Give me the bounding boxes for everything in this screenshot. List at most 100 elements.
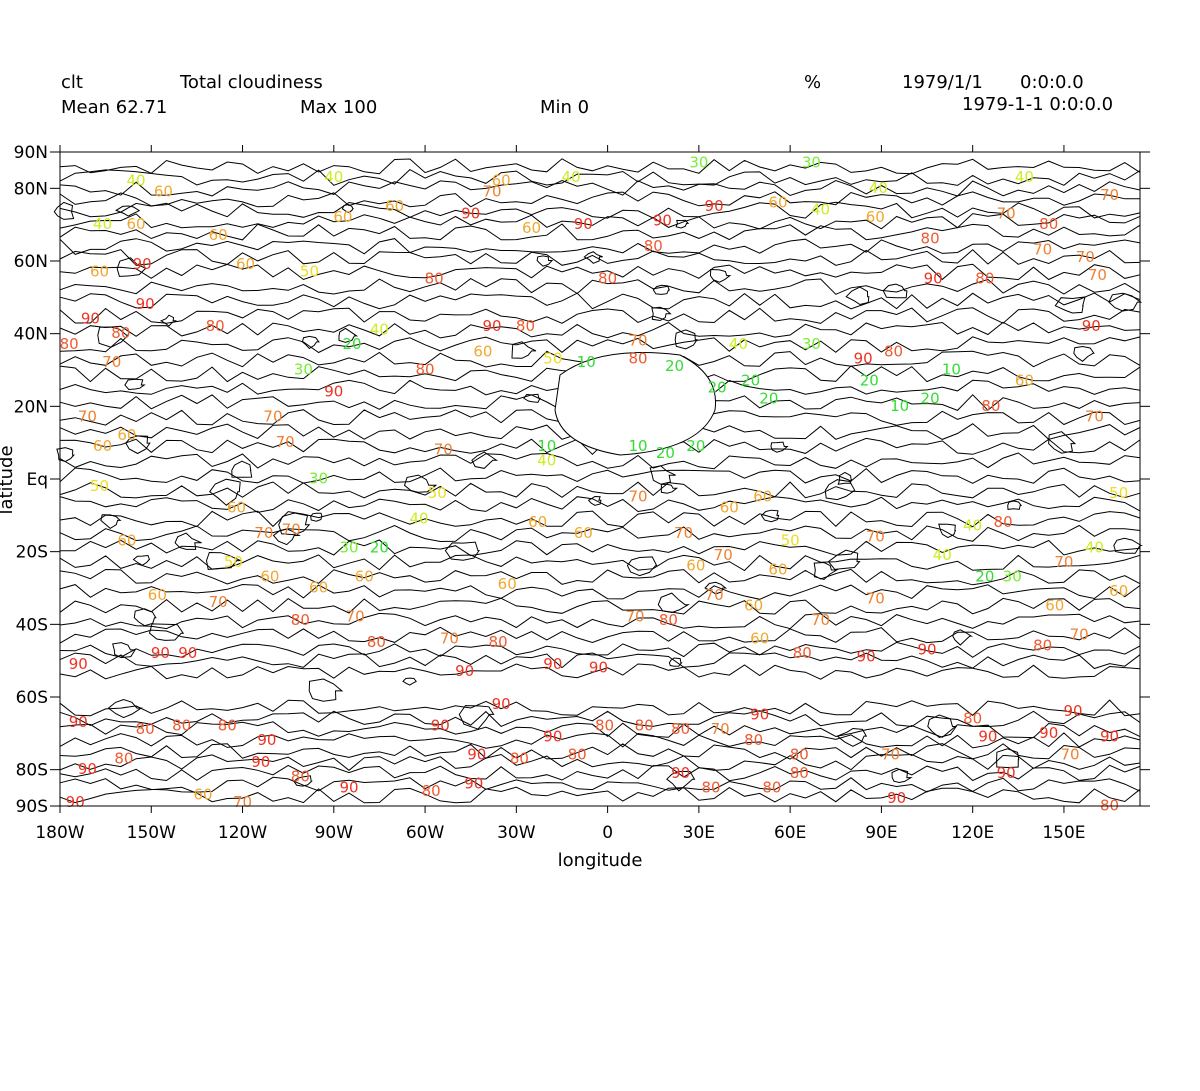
contour-label: 70	[434, 440, 453, 458]
contour-label: 80	[994, 513, 1013, 531]
contour-label: 50	[428, 484, 447, 502]
x-axis-title: longitude	[558, 850, 643, 871]
contour-label: 90	[431, 717, 450, 735]
contour-label: 60	[744, 597, 763, 615]
contour-loop	[827, 549, 861, 570]
contour-line	[59, 263, 1141, 281]
time-label: 0:0:0.0	[1020, 72, 1084, 93]
contour-line	[59, 223, 1141, 241]
contour-loop	[1108, 292, 1143, 312]
y-tick-label: 40N	[14, 325, 48, 345]
contour-line	[59, 336, 1141, 354]
contour-loop	[56, 447, 75, 463]
contour-loop	[278, 512, 311, 536]
contour-loop	[666, 770, 696, 792]
contour-loop	[927, 714, 958, 738]
contour-loop	[458, 705, 495, 730]
contour-label: 90	[69, 713, 88, 731]
contour-label: 40	[127, 172, 146, 190]
y-tick-label: 90N	[14, 143, 48, 163]
contour-label: 60	[193, 786, 212, 804]
contour-label: 10	[628, 437, 647, 455]
contour-label: 20	[656, 444, 675, 462]
contour-label: 90	[257, 731, 276, 749]
contour-label: 80	[516, 317, 535, 335]
contour-label: 40	[409, 509, 428, 527]
datetime-label: 1979-1-1 0:0:0.0	[962, 94, 1114, 115]
contour-label: 60	[768, 560, 787, 578]
contour-label: 30	[802, 335, 821, 353]
x-tick-label: 30W	[497, 823, 536, 843]
contour-label: 80	[416, 361, 435, 379]
contour-label: 60	[720, 499, 739, 517]
contour-line	[59, 721, 1141, 739]
contour-label: 20	[860, 371, 879, 389]
contour-line	[59, 179, 1141, 197]
contour-label: 80	[762, 778, 781, 796]
y-tick-label: 60S	[16, 688, 48, 708]
contour-line	[59, 554, 1141, 572]
x-tick-label: 60E	[774, 823, 806, 843]
y-axis-title: latitude	[0, 445, 17, 514]
contour-loop	[704, 581, 728, 595]
contour-loop	[837, 471, 853, 485]
contour-label: 10	[577, 353, 596, 371]
contour-line	[59, 158, 1141, 175]
contour-line	[59, 743, 1141, 760]
contour-label: 70	[78, 408, 97, 426]
x-tick-label: 120W	[218, 823, 267, 843]
contour-label: 70	[1054, 553, 1073, 571]
contour-label: 30	[309, 470, 328, 488]
contour-line	[59, 168, 1141, 186]
contour-label: 70	[1060, 746, 1079, 764]
contour-label: 20	[741, 371, 760, 389]
contour-label: 80	[367, 633, 386, 651]
contour-label: 90	[750, 706, 769, 724]
axis-ticks: 180W 150W 120W 90W 60W 30W 0 30E 60E 90E 120E 150E 9…	[14, 143, 1150, 843]
contour-loop	[114, 205, 140, 217]
contour-label: 30	[802, 153, 821, 171]
contour-loop	[1048, 431, 1077, 454]
contour-label: 80	[884, 342, 903, 360]
contour-label: 60	[148, 586, 167, 604]
contour-label: 90	[978, 727, 997, 745]
contour-label: 90	[455, 662, 474, 680]
low-cloud-region	[554, 352, 717, 456]
x-tick-label: 90E	[865, 823, 897, 843]
contour-label: 80	[136, 720, 155, 738]
contour-label: 90	[461, 204, 480, 222]
contour-line	[59, 307, 1141, 324]
contour-loop	[952, 629, 974, 646]
contour-label: 70	[997, 204, 1016, 222]
contour-label: 50	[300, 262, 319, 280]
contour-label: 20	[921, 390, 940, 408]
contour-label: 40	[93, 215, 112, 233]
contour-label: 40	[963, 517, 982, 535]
contour-loop	[587, 495, 602, 506]
contour-loop	[209, 478, 241, 506]
contour-label: 80	[628, 350, 647, 368]
contour-label: 60	[117, 531, 136, 549]
contour-label: 80	[598, 270, 617, 288]
contour-loop	[709, 268, 732, 283]
contour-loop	[174, 532, 202, 550]
contour-line	[59, 597, 1141, 615]
contour-label: 20	[665, 357, 684, 375]
contour-label: 90	[589, 658, 608, 676]
contour-loop	[403, 474, 438, 493]
contour-label: 80	[111, 324, 130, 342]
contour-label: 90	[857, 648, 876, 666]
contour-label: 70	[705, 586, 724, 604]
contour-label: 80	[659, 611, 678, 629]
plot-frame	[59, 151, 1141, 807]
contour-label: 70	[674, 524, 693, 542]
contour-loop	[231, 460, 253, 478]
contour-loop	[402, 677, 417, 686]
contour-label: 30	[1003, 568, 1022, 586]
contour-loop	[1054, 296, 1086, 314]
contour-label: 90	[492, 695, 511, 713]
contour-label: 70	[346, 608, 365, 626]
contour-label: 50	[90, 477, 109, 495]
contour-label: 70	[625, 608, 644, 626]
